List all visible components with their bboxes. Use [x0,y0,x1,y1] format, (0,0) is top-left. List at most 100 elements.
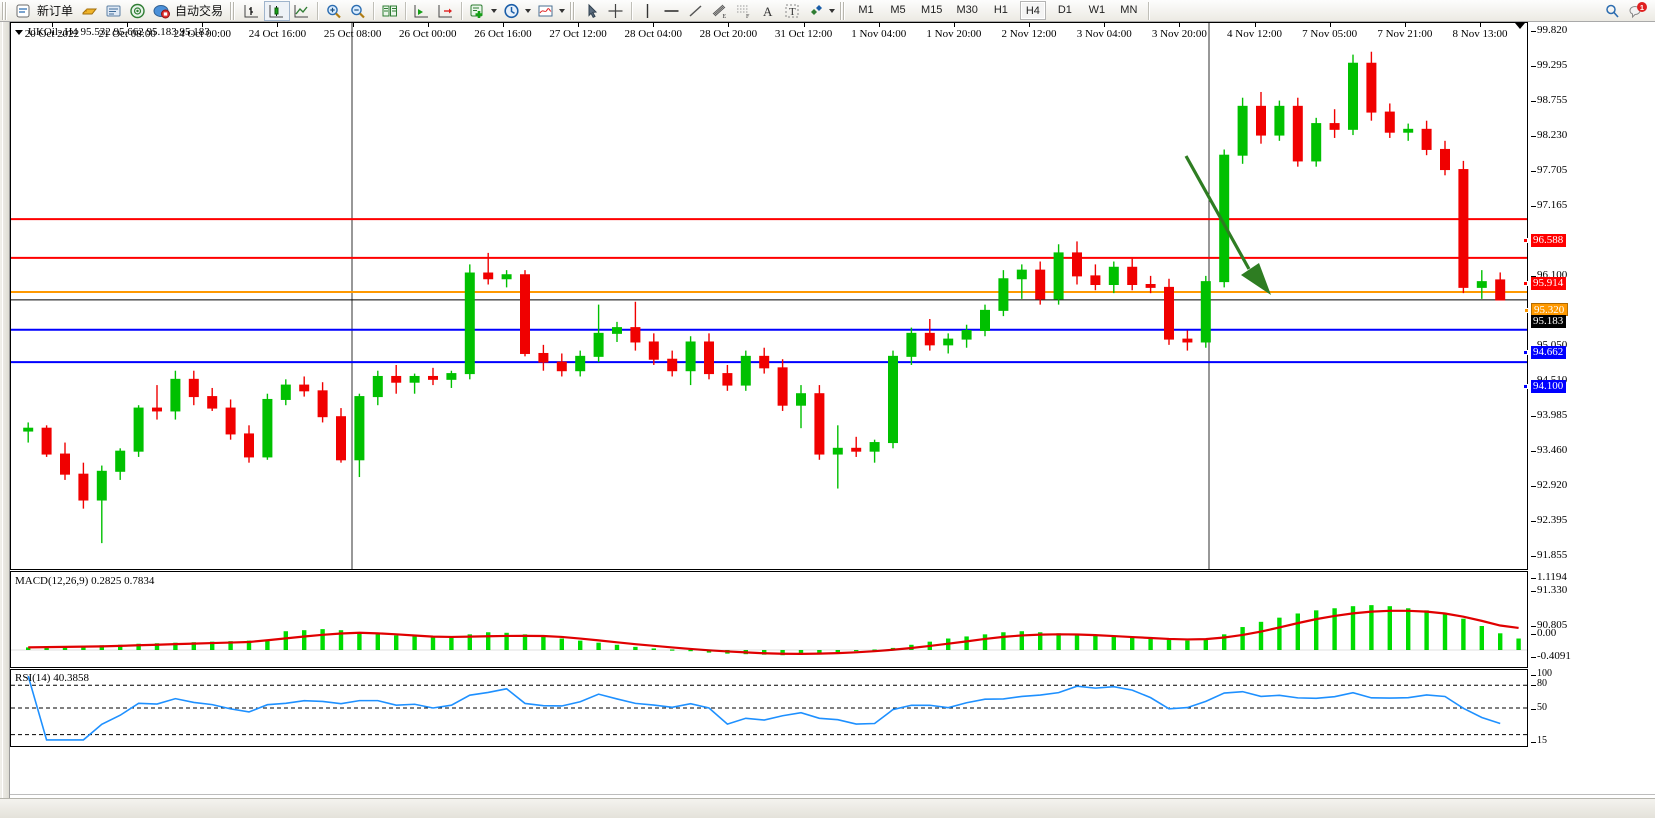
trendline-button[interactable] [684,1,708,21]
price-tick: 97.705 [1530,164,1568,176]
terminal-button[interactable] [102,1,126,21]
notifications-button[interactable]: 1 [1625,1,1649,21]
tab-timeframe-mn[interactable]: MN [1113,1,1145,21]
add-indicator-button[interactable] [466,1,490,21]
candle [593,304,604,363]
tab-timeframe-h4[interactable]: H4 [1017,1,1049,21]
chart-collapse-arrow[interactable] [1515,23,1525,29]
candle [207,387,218,411]
bar-chart-button[interactable] [240,1,264,21]
line-handle[interactable] [1523,350,1528,355]
time-axis-line [10,22,1528,23]
shapes-button[interactable] [804,1,828,21]
chart-symbol-header[interactable]: UKOil-,H4 95.532 95.662 95.183 95.183 [15,26,210,38]
macd-histogram-bar [1498,633,1503,650]
candle [630,301,641,351]
macd-histogram-bar [614,644,620,650]
support-line-label[interactable]: 94.662 [1523,346,1567,359]
crosshair-button[interactable] [604,1,628,21]
rsi-tick: 15 [1531,735,1547,746]
vertical-line-button[interactable] [636,1,660,21]
macd-panel[interactable]: MACD(12,26,9) 0.2825 0.7834 [10,571,1528,668]
tab-timeframe-m30[interactable]: M30 [949,1,984,21]
time-label: 20 Oct 2022 [24,28,80,40]
macd-histogram-bar [136,643,141,650]
line-chart-button[interactable] [290,1,314,21]
macd-histogram-bar [541,636,546,650]
equidistant-channel-button[interactable]: E [708,1,732,21]
toolbar-grip-4[interactable] [840,1,847,20]
current-price-label[interactable]: 95.183 [1531,315,1567,328]
time-label: 28 Oct 04:00 [624,28,682,40]
tile-windows-button[interactable] [378,1,402,21]
text-label-button[interactable]: A [756,1,780,21]
candle [538,344,549,371]
search-button[interactable] [1601,1,1625,21]
price-tick: 99.295 [1530,59,1568,71]
gold-bar-button[interactable] [78,1,102,21]
tab-timeframe-m15[interactable]: M15 [914,1,949,21]
toolbar-grip-3[interactable] [570,1,577,20]
shapes-dropdown-caret[interactable] [829,8,836,13]
toolbar-grip-2[interactable] [230,1,237,20]
line-handle[interactable] [1524,308,1529,313]
tab-timeframe-w1[interactable]: W1 [1081,1,1113,21]
indicators-dropdown-caret[interactable] [491,8,498,13]
line-handle[interactable] [1523,384,1528,389]
macd-histogram-bar [449,637,454,650]
candle [722,364,733,391]
chart-shift-button[interactable] [434,1,458,21]
chart-plot-area[interactable]: UKOil-,H4 95.532 95.662 95.183 95.183 MA… [10,22,1655,818]
resistance-line-label[interactable]: 96.588 [1523,234,1567,247]
periods-dropdown-caret[interactable] [525,8,532,13]
price-panel[interactable]: UKOil-,H4 95.532 95.662 95.183 95.183 [10,22,1528,570]
autotrading-button[interactable]: 自动交易 [150,1,228,21]
macd-histogram-bar [559,638,564,650]
candle [1127,258,1138,291]
periods-button[interactable] [500,1,524,21]
price-scale[interactable]: 99.820 99.295 98.755 98.230 97.705 97.165 96.1… [1523,22,1655,794]
macd-histogram-bar [1203,638,1208,650]
text-box-button[interactable]: T [780,1,804,21]
macd-tick: 0.00 [1530,627,1557,639]
candle [1072,241,1082,285]
templates-dropdown-caret[interactable] [559,8,566,13]
tab-timeframe-m1[interactable]: M1 [850,1,882,21]
horizontal-line-button[interactable] [660,1,684,21]
rsi-canvas [11,675,1527,741]
line-handle[interactable] [1523,238,1528,243]
time-tick [1480,22,1481,27]
line-handle[interactable] [1523,281,1528,286]
toolbar-grip[interactable] [2,1,8,20]
resistance-line-label[interactable]: 95.914 [1523,277,1567,290]
new-order-button[interactable]: 新订单 [12,1,78,21]
macd-histogram-bar [964,636,969,650]
text-box-icon: T [782,2,802,20]
status-bar [0,798,1655,818]
templates-button[interactable] [534,1,558,21]
tab-timeframe-d1[interactable]: D1 [1049,1,1081,21]
horizontal-scrollbar[interactable] [10,794,1655,795]
toolbar-separator-5 [631,1,634,20]
macd-histogram-bar [1350,606,1356,650]
new-order-icon [14,2,34,20]
chart-window[interactable]: UKOil-,H4 95.532 95.662 95.183 95.183 MA… [0,22,1655,818]
time-axis[interactable]: 20 Oct 2022 21 Oct 08:00 24 Oct 00:00 24 Oc… [10,22,1528,68]
zoom-out-button[interactable] [346,1,370,21]
macd-histogram-bar [99,645,104,650]
tab-timeframe-m5[interactable]: M5 [882,1,914,21]
tile-windows-icon [380,2,400,20]
auto-scroll-button[interactable] [410,1,434,21]
cursor-button[interactable] [580,1,604,21]
support-line-label[interactable]: 94.100 [1523,380,1567,393]
candle [354,393,365,478]
fibonacci-button[interactable]: F [732,1,756,21]
chart-menu-triangle-icon[interactable] [15,29,23,35]
rsi-panel[interactable]: RSI(14) 40.3858 [10,669,1528,747]
zoom-in-button[interactable] [322,1,346,21]
candle [299,376,310,397]
candlestick-chart-button[interactable] [264,0,291,21]
candle [1090,264,1101,291]
tab-timeframe-h1[interactable]: H1 [985,1,1017,21]
navigator-button[interactable] [126,1,150,21]
